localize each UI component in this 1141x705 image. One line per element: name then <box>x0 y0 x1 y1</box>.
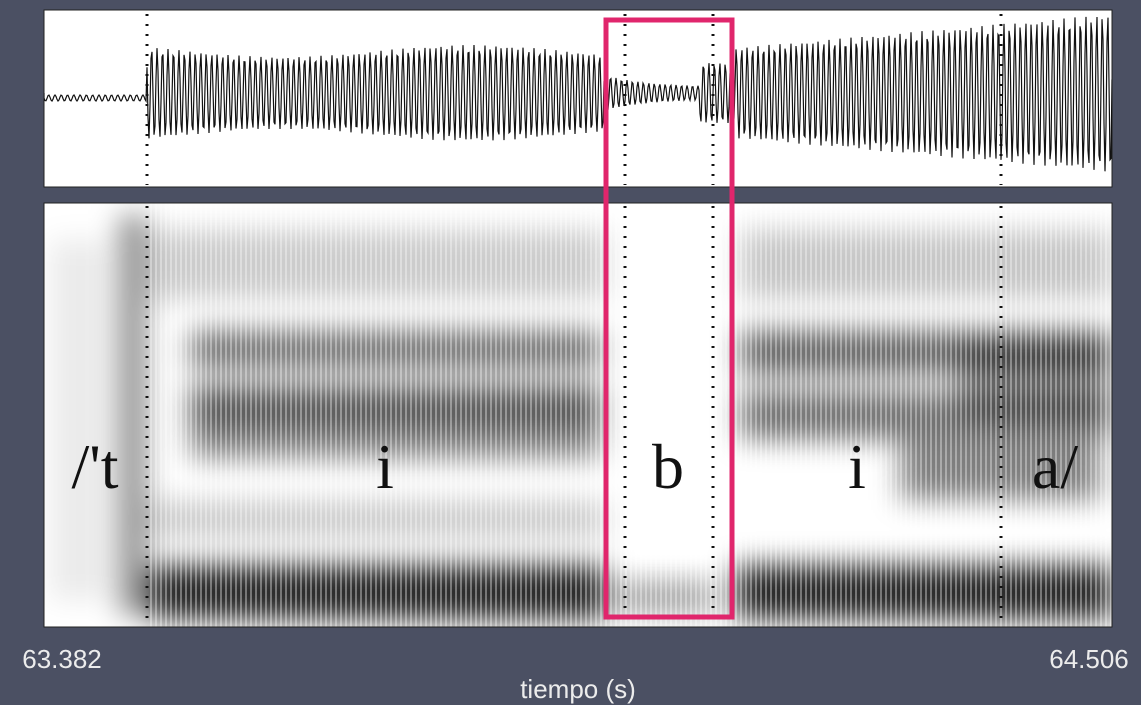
spectrogram <box>50 203 1112 627</box>
segment-label: i <box>376 431 394 502</box>
segment-label: i <box>848 431 866 502</box>
figure: /'t i b i a/ 63.382 64.506 tiempo (s) <box>0 0 1141 705</box>
stop-gap <box>630 210 710 560</box>
axis-start: 63.382 <box>22 644 102 674</box>
energy-band <box>50 240 110 600</box>
segment-label: a/ <box>1032 431 1078 502</box>
segment-label: b <box>652 431 684 502</box>
page: /'t i b i a/ 63.382 64.506 tiempo (s) ((… <box>0 0 1141 705</box>
axis-end: 64.506 <box>1049 644 1129 674</box>
glottal-striations <box>147 203 1112 627</box>
segment-label: /'t <box>71 431 118 502</box>
axis-label: tiempo (s) <box>520 674 636 704</box>
energy-band <box>120 215 147 615</box>
